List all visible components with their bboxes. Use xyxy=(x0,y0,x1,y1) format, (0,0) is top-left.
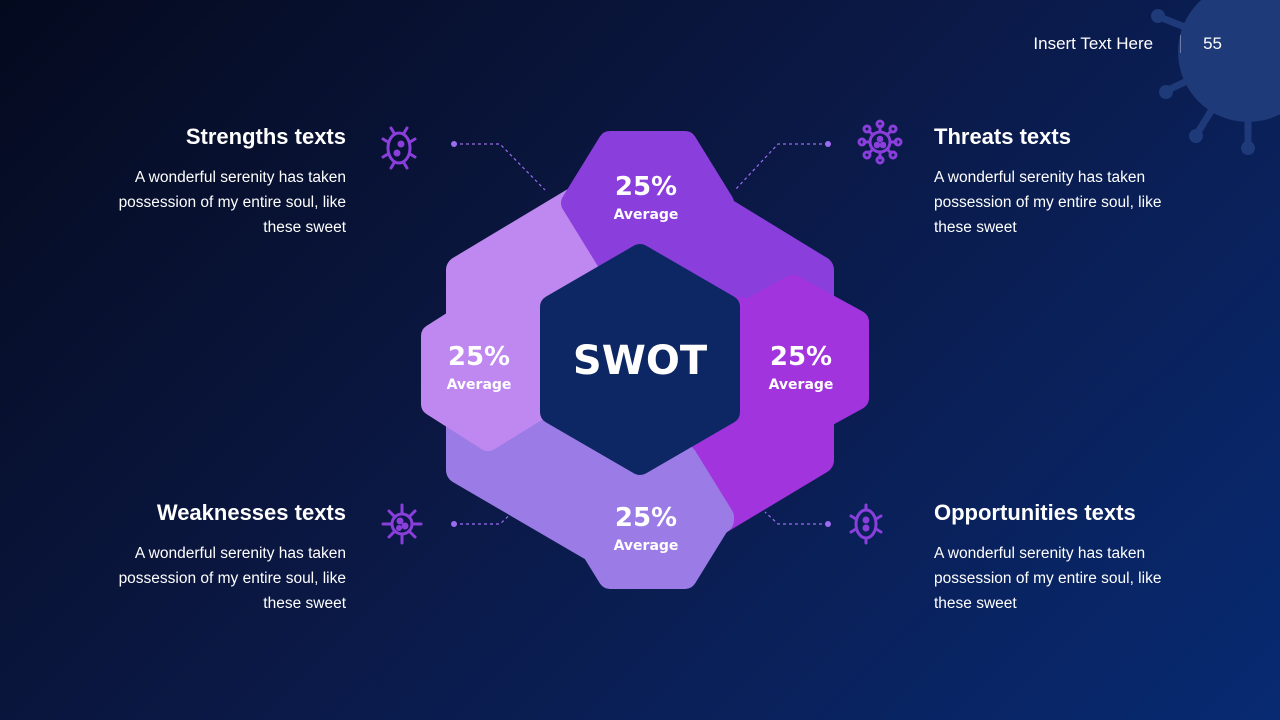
page-number: 55 xyxy=(1203,34,1222,53)
threats-block: Threats texts A wonderful serenity has t… xyxy=(934,123,1170,240)
germ-icon xyxy=(381,126,417,170)
weaknesses-body: A wonderful serenity has taken possessio… xyxy=(118,545,346,612)
weaknesses-title: Weaknesses texts xyxy=(156,500,346,525)
segment-right-value: 25% xyxy=(770,342,832,372)
threats-title: Threats texts xyxy=(934,124,1071,149)
header-divider xyxy=(1180,35,1182,53)
opportunities-title: Opportunities texts xyxy=(934,500,1136,525)
strengths-block: Strengths texts A wonderful serenity has… xyxy=(110,123,346,240)
connectors xyxy=(454,143,828,525)
header-title: Insert Text Here xyxy=(1033,34,1154,53)
germ-icon xyxy=(849,503,883,545)
strengths-body: A wonderful serenity has taken possessio… xyxy=(118,169,346,236)
segment-top-value: 25% xyxy=(615,172,677,202)
segment-left-value: 25% xyxy=(448,342,510,372)
slide-header: Insert Text Here 55 xyxy=(1033,34,1222,54)
virus-icon xyxy=(857,119,903,165)
center-hex xyxy=(540,244,740,475)
segment-right-label: Average xyxy=(769,377,834,393)
center-label: SWOT xyxy=(573,338,708,384)
opportunities-body: A wonderful serenity has taken possessio… xyxy=(934,545,1162,612)
strengths-title: Strengths texts xyxy=(185,124,346,149)
segment-bottom-hex xyxy=(561,445,734,589)
segment-bottom-value: 25% xyxy=(615,503,677,533)
threats-body: A wonderful serenity has taken possessio… xyxy=(934,169,1162,236)
segment-bottom-label: Average xyxy=(614,538,679,554)
opportunities-block: Opportunities texts A wonderful serenity… xyxy=(934,499,1170,616)
segment-left-label: Average xyxy=(447,377,512,393)
segment-top-hex xyxy=(561,131,734,275)
segment-top-label: Average xyxy=(614,207,679,223)
virus-icon xyxy=(381,503,423,545)
weaknesses-block: Weaknesses texts A wonderful serenity ha… xyxy=(110,499,346,616)
